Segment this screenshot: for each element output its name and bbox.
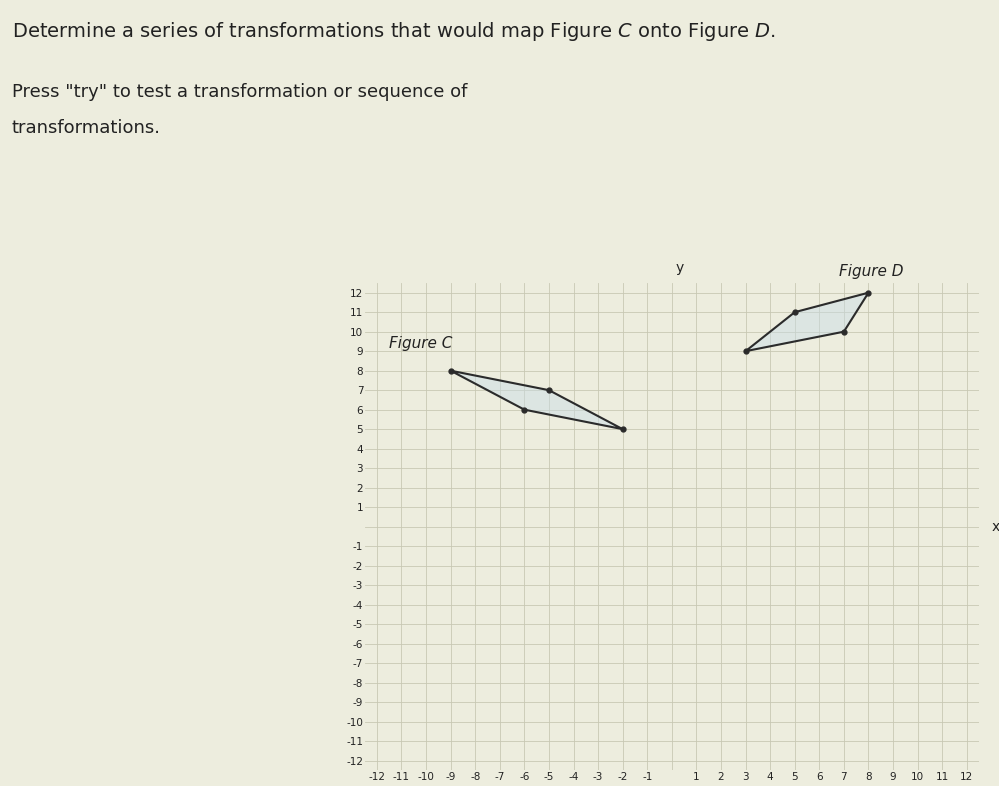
Text: y: y bbox=[675, 261, 683, 275]
Polygon shape bbox=[745, 292, 868, 351]
Text: x: x bbox=[991, 520, 999, 534]
Text: transformations.: transformations. bbox=[12, 119, 161, 138]
Polygon shape bbox=[451, 371, 622, 429]
Text: Press "try" to test a transformation or sequence of: Press "try" to test a transformation or … bbox=[12, 83, 468, 101]
Text: Figure C: Figure C bbox=[390, 336, 453, 351]
Text: Determine a series of transformations that would map Figure $\mathit{C}$ onto Fi: Determine a series of transformations th… bbox=[12, 20, 776, 42]
Text: Figure D: Figure D bbox=[839, 264, 903, 279]
